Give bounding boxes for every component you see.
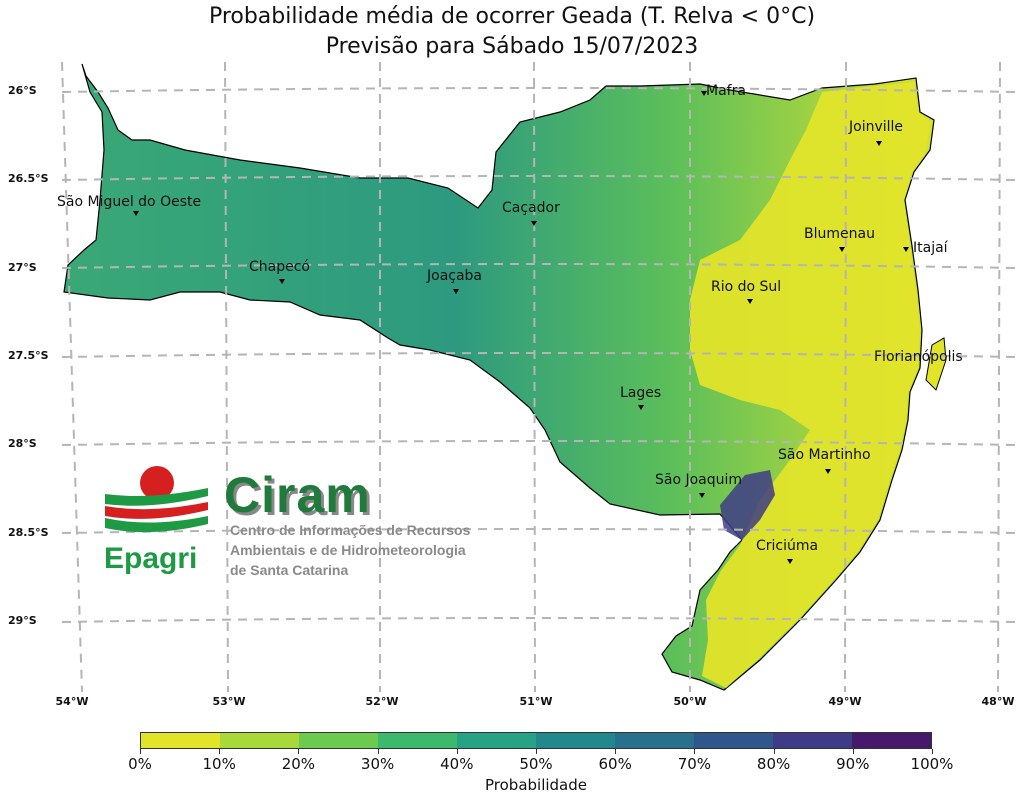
ciram-subtitle: Centro de Informações de Recursos [230,522,471,538]
colorbar-segment [536,733,615,748]
city-markers [133,91,909,564]
colorbar-segment [773,733,852,748]
latitude-label: 26.5°S [8,172,49,185]
city-label-lages: Lages [620,385,662,401]
graticule [61,61,1018,693]
island-florianopolis [925,337,947,391]
longitude-label: 49°W [828,695,862,708]
colorbar-tick [140,749,141,754]
colorbar-segment [220,733,299,748]
colorbar-segment [694,733,773,748]
city-label-cacador: Caçador [502,200,560,216]
map-subtitle: Previsão para Sábado 15/07/2023 [325,34,699,59]
high-probability-region [720,470,775,540]
ciram-logo: Ciram [224,467,371,523]
colorbar-tick-label: 50% [519,755,553,773]
longitude-label: 52°W [365,695,399,708]
colorbar-segment [141,733,220,748]
city-label-joinville: Joinville [849,119,904,135]
longitude-label: 53°W [212,695,246,708]
city-label-criciuma: Criciúma [756,538,819,554]
colorbar-tick [456,749,458,754]
longitude-label: 51°W [519,695,553,708]
longitude-label: 54°W [55,695,89,708]
city-marker [133,211,139,216]
colorbar-tick-label: 10% [202,755,236,773]
latitude-label: 29°S [8,614,37,627]
colorbar-tick [773,749,775,754]
colorbar-tick-label: 0% [128,755,152,773]
colorbar-tick [219,749,221,754]
colorbar-label: Probabilidade [485,776,587,794]
colorbar-segment [457,733,536,748]
city-marker [638,405,644,410]
colorbar-tick-label: 20% [281,755,316,773]
epagri-logo-mark [105,466,208,533]
city-label-sao-joaquim: São Joaquim [655,472,743,488]
city-label-joacaba: Joaçaba [427,268,483,284]
longitude-label: 48°W [981,695,1015,708]
city-marker [903,247,909,252]
latitude-label: 26°S [8,84,37,97]
city-label-chapeco: Chapecó [249,259,310,275]
latitude-label: 27°S [8,261,37,274]
state-shape [63,63,935,691]
low-probability-region [690,82,930,688]
city-marker [279,279,285,284]
colorbar-segment [615,733,694,748]
city-marker [747,299,753,304]
ciram-subtitle: Ambientais e de Hidrometeorologia [230,542,466,558]
colorbar-tick-label: 70% [677,755,712,773]
longitude-label: 50°W [673,695,707,708]
latitude-label: 28.5°S [8,526,49,539]
epagri-logo: Epagri [104,542,198,575]
colorbar-segment [378,733,457,748]
city-label-mafra: Mafra [706,83,746,99]
colorbar-tick-label: 80% [756,755,791,773]
city-marker [825,469,831,474]
colorbar-tick [694,749,696,754]
colorbar-tick-label: 60% [598,755,632,773]
city-marker [839,247,845,252]
city-marker [876,141,882,146]
colorbar-segment [852,733,931,748]
city-label-sao-martinho: São Martinho [778,447,871,463]
city-marker [531,221,537,226]
colorbar-tick [615,749,617,754]
colorbar-tick [298,749,300,754]
colorbar-tick [852,749,854,754]
colorbar-tick-label: 30% [360,755,395,773]
colorbar [140,732,932,749]
city-label-florianopolis: Florianópolis [874,349,963,365]
city-label-rio-do-sul: Rio do Sul [711,279,782,295]
ciram-subtitle: de Santa Catarina [230,562,349,578]
city-marker [701,91,707,96]
colorbar-tick [932,749,933,754]
colorbar-tick-label: 40% [440,755,474,773]
city-label-itajai: Itajaí [913,240,948,256]
city-label-blumenau: Blumenau [804,226,875,242]
colorbar-segment [299,733,378,748]
colorbar-tick-label: 100% [910,755,954,773]
city-label-sao-miguel-do-oeste: São Miguel do Oeste [57,194,202,210]
colorbar-tick-label: 90% [836,755,870,773]
city-marker [787,559,793,564]
colorbar-tick [536,749,537,754]
colorbar-tick [377,749,379,754]
city-marker [453,289,459,294]
map-title: Probabilidade média de ocorrer Geada (T.… [208,4,816,29]
city-marker [699,493,705,498]
latitude-label: 28°S [8,437,37,450]
latitude-label: 27.5°S [8,349,49,362]
